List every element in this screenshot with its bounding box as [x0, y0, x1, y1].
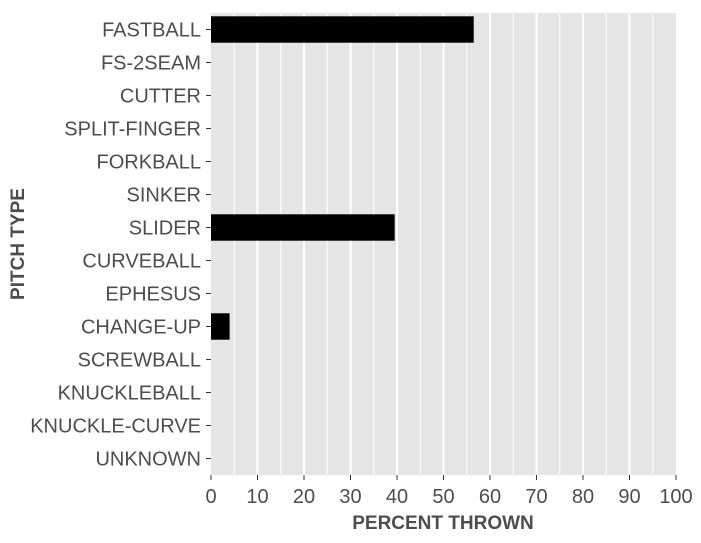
- x-tick-label: 100: [659, 486, 692, 508]
- y-tick-label: SLIDER: [129, 218, 201, 240]
- y-tick-label: UNKNOWN: [95, 449, 201, 471]
- x-tick-label: 70: [525, 486, 547, 508]
- y-tick-label: FORKBALL: [97, 152, 201, 174]
- y-tick-label: SINKER: [127, 185, 201, 207]
- x-tick-label: 0: [205, 486, 216, 508]
- y-tick-label: SPLIT-FINGER: [64, 119, 201, 141]
- x-tick-label: 40: [386, 486, 408, 508]
- y-axis: FASTBALL FS-2SEAM CUTTER SPLIT-FINGER FORKBA…: [30, 20, 211, 471]
- y-tick-label: KNUCKLE-CURVE: [30, 416, 201, 438]
- y-tick-label: EPHESUS: [105, 284, 201, 306]
- y-tick-label: CHANGE-UP: [81, 317, 201, 339]
- y-tick-label: FS-2SEAM: [101, 53, 201, 75]
- x-axis-title: PERCENT THROWN: [352, 513, 534, 534]
- y-tick-label: CURVEBALL: [82, 251, 201, 273]
- y-tick-label: SCREWBALL: [78, 350, 201, 372]
- y-tick-label: CUTTER: [120, 86, 201, 108]
- x-tick-label: 10: [246, 486, 268, 508]
- x-tick-label: 50: [432, 486, 454, 508]
- bar-change-up: [211, 313, 230, 340]
- x-tick-label: 60: [479, 486, 501, 508]
- x-tick-label: 90: [618, 486, 640, 508]
- bars: [211, 16, 474, 340]
- x-tick-label: 20: [293, 486, 315, 508]
- x-axis: 0 10 20 30 40 50 60 70 80 90 100: [205, 475, 693, 508]
- y-axis-title: PITCH TYPE: [8, 188, 29, 300]
- bar-slider: [211, 214, 395, 241]
- x-tick-label: 80: [572, 486, 594, 508]
- y-tick-label: FASTBALL: [102, 20, 201, 42]
- gridlines: [233, 13, 654, 475]
- x-tick-label: 30: [339, 486, 361, 508]
- bar-fastball: [211, 16, 474, 43]
- y-tick-label: KNUCKLEBALL: [58, 383, 201, 405]
